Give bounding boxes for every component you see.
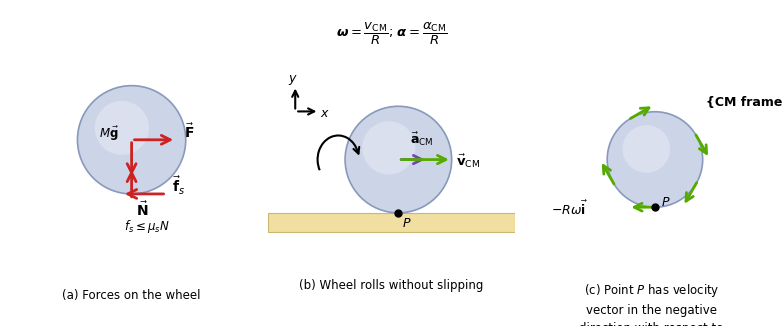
Text: $P$: $P$	[402, 217, 411, 230]
Text: $\vec{\mathbf{a}}_\mathrm{CM}$: $\vec{\mathbf{a}}_\mathrm{CM}$	[410, 131, 434, 148]
Text: $y$: $y$	[287, 73, 298, 87]
Circle shape	[622, 125, 670, 173]
Text: $\vec{\mathbf{N}}$: $\vec{\mathbf{N}}$	[136, 201, 149, 219]
FancyBboxPatch shape	[268, 213, 515, 232]
Text: $\boldsymbol{\omega} = \dfrac{v_\mathrm{CM}}{R}$; $\boldsymbol{\alpha} = \dfrac{: $\boldsymbol{\omega} = \dfrac{v_\mathrm{…	[336, 21, 447, 47]
Text: $f_s \leq \mu_s N$: $f_s \leq \mu_s N$	[124, 218, 170, 235]
Text: $P$: $P$	[662, 197, 671, 210]
Text: $\vec{\mathbf{F}}$: $\vec{\mathbf{F}}$	[184, 122, 194, 141]
Text: {CM frame}: {CM frame}	[706, 96, 783, 110]
Circle shape	[95, 101, 149, 155]
Circle shape	[345, 106, 452, 213]
Text: (a) Forces on the wheel: (a) Forces on the wheel	[63, 289, 201, 302]
Text: $-R\omega\vec{\mathbf{i}}$: $-R\omega\vec{\mathbf{i}}$	[550, 200, 588, 218]
Circle shape	[78, 86, 186, 194]
Text: $M\vec{\mathbf{g}}$: $M\vec{\mathbf{g}}$	[99, 126, 119, 143]
Text: $\vec{\mathbf{v}}_\mathrm{CM}$: $\vec{\mathbf{v}}_\mathrm{CM}$	[456, 153, 480, 170]
Circle shape	[607, 112, 702, 207]
Text: $x$: $x$	[319, 107, 330, 120]
Text: (c) Point $P$ has velocity
vector in the negative
direction with respect to
the : (c) Point $P$ has velocity vector in the…	[579, 282, 723, 326]
Circle shape	[363, 121, 416, 174]
Text: $\vec{\mathbf{f}}_s$: $\vec{\mathbf{f}}_s$	[172, 175, 186, 197]
Text: (b) Wheel rolls without slipping: (b) Wheel rolls without slipping	[299, 279, 484, 292]
